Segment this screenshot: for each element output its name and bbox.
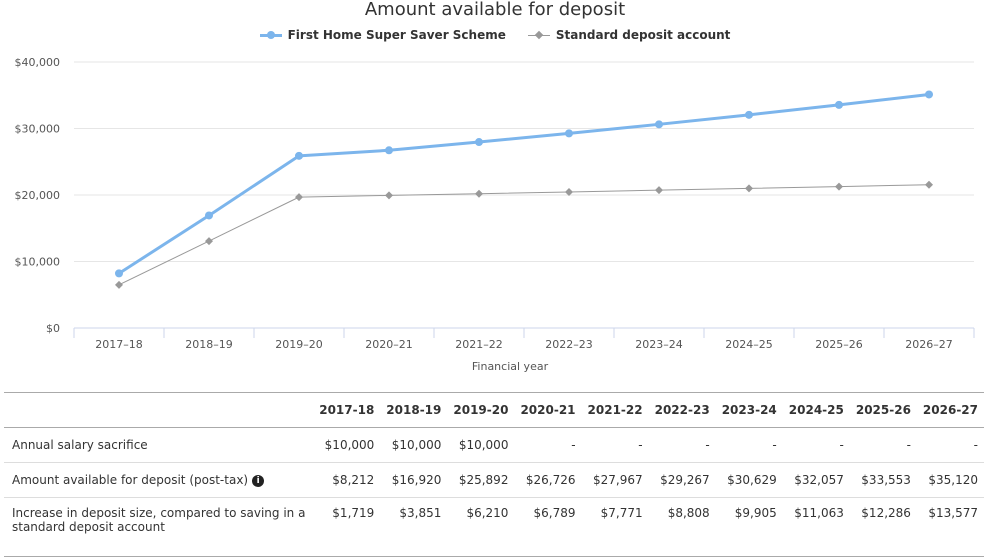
table-cell: $8,212 [313, 462, 381, 498]
data-point-standard [655, 186, 663, 195]
x-tick-label: 2022–23 [545, 338, 593, 351]
series-line-standard [118, 184, 930, 286]
table-header-year: 2019-20 [447, 392, 515, 428]
data-point-fhss [295, 151, 303, 160]
data-point-fhss [835, 100, 843, 109]
table-row: Increase in deposit size, compared to sa… [4, 497, 984, 557]
y-tick-label: $20,000 [15, 189, 61, 202]
table-cell: - [715, 427, 783, 463]
table-header-blank [4, 392, 314, 428]
table-cell: - [514, 427, 582, 463]
table-cell: $25,892 [447, 462, 515, 498]
data-point-standard [745, 184, 753, 193]
table-cell: $10,000 [447, 427, 515, 463]
table-cell: $12,286 [849, 497, 917, 557]
table-cell: - [916, 427, 984, 463]
table-cell: $33,553 [849, 462, 917, 498]
table-row: Annual salary sacrifice $10,000 $10,000 $10… [4, 427, 984, 463]
line-chart: $0 $10,000 $20,000 $30,000 $40,000 2017–18 201… [15, 56, 975, 373]
x-tick-label: 2021–22 [455, 338, 503, 351]
x-tick-label: 2023–24 [635, 338, 683, 351]
x-tick-label: 2020–21 [365, 338, 413, 351]
data-point-standard [475, 189, 483, 198]
table-cell: $6,789 [514, 497, 582, 557]
series-line-fhss [118, 92, 930, 275]
legend-item-fhss[interactable]: First Home Super Saver Scheme [259, 28, 506, 42]
table-header-year: 2018-19 [380, 392, 448, 428]
x-tick-label: 2024–25 [725, 338, 773, 351]
y-tick-label: $30,000 [15, 123, 61, 136]
data-point-standard [925, 180, 933, 189]
chart-legend: First Home Super Saver Scheme Standard d… [0, 28, 990, 42]
x-tick-label: 2018–19 [185, 338, 233, 351]
table-cell: - [782, 427, 850, 463]
legend-label-standard: Standard deposit account [555, 28, 731, 42]
data-point-fhss [385, 146, 393, 155]
data-point-fhss [475, 138, 483, 147]
table-cell: $30,629 [715, 462, 783, 498]
data-table: 2017-18 2018-19 2019-20 2020-21 2021-22 2022-… [4, 392, 984, 557]
legend-marker-diamond-icon [527, 30, 550, 40]
row-label: Annual salary sacrifice [4, 427, 314, 463]
y-tick-label: $40,000 [15, 56, 61, 69]
table-cell: $26,726 [514, 462, 582, 498]
table-cell: $16,920 [380, 462, 448, 498]
table-header-year: 2025-26 [849, 392, 917, 428]
data-point-standard [835, 182, 843, 191]
row-label: Amount available for deposit (post-tax) i [4, 462, 314, 498]
table-cell: - [648, 427, 716, 463]
table-cell: $9,905 [715, 497, 783, 557]
table-cell: $7,771 [581, 497, 649, 557]
legend-marker-circle-icon [259, 30, 282, 40]
table-cell: $11,063 [782, 497, 850, 557]
table-cell: $13,577 [916, 497, 984, 557]
table-header-year: 2020-21 [514, 392, 582, 428]
data-point-fhss [745, 110, 753, 119]
x-tick-label: 2019–20 [275, 338, 323, 351]
x-tick-label: 2025–26 [815, 338, 863, 351]
table-cell: $10,000 [313, 427, 381, 463]
table-cell: $1,719 [313, 497, 381, 557]
table-cell: $10,000 [380, 427, 448, 463]
table-cell: - [849, 427, 917, 463]
y-tick-label: $0 [46, 322, 60, 335]
data-point-standard [115, 280, 123, 289]
data-point-fhss [655, 120, 663, 129]
table-cell: $27,967 [581, 462, 649, 498]
row-label: Increase in deposit size, compared to sa… [4, 497, 314, 557]
table-header-year: 2022-23 [648, 392, 716, 428]
data-point-standard [205, 237, 213, 246]
data-point-standard [565, 187, 573, 196]
table-header-year: 2023-24 [715, 392, 783, 428]
y-tick-label: $10,000 [15, 256, 61, 269]
data-point-fhss [115, 269, 123, 278]
table-cell: $32,057 [782, 462, 850, 498]
legend-item-standard[interactable]: Standard deposit account [527, 28, 731, 42]
data-point-fhss [205, 211, 213, 220]
table-cell: $8,808 [648, 497, 716, 557]
x-tick-label: 2026–27 [905, 338, 953, 351]
table-cell: $35,120 [916, 462, 984, 498]
info-icon[interactable]: i [252, 474, 265, 487]
x-tick-label: 2017–18 [95, 338, 143, 351]
table-header-year: 2026-27 [916, 392, 984, 428]
table-row: Amount available for deposit (post-tax) i… [4, 462, 984, 498]
data-point-standard [295, 193, 303, 202]
table-header-year: 2017-18 [313, 392, 381, 428]
table-cell: $6,210 [447, 497, 515, 557]
data-point-fhss [565, 129, 573, 138]
table-cell: $29,267 [648, 462, 716, 498]
data-point-fhss [925, 90, 933, 99]
table-cell: $3,851 [380, 497, 448, 557]
legend-label-fhss: First Home Super Saver Scheme [287, 28, 506, 42]
table-cell: - [581, 427, 649, 463]
x-axis-title: Financial year [472, 360, 549, 373]
table-header-row: 2017-18 2018-19 2019-20 2020-21 2021-22 2022-… [4, 392, 984, 428]
table-header-year: 2024-25 [782, 392, 850, 428]
chart-title: Amount available for deposit [364, 0, 626, 20]
data-point-standard [385, 191, 393, 200]
table-header-year: 2021-22 [581, 392, 649, 428]
